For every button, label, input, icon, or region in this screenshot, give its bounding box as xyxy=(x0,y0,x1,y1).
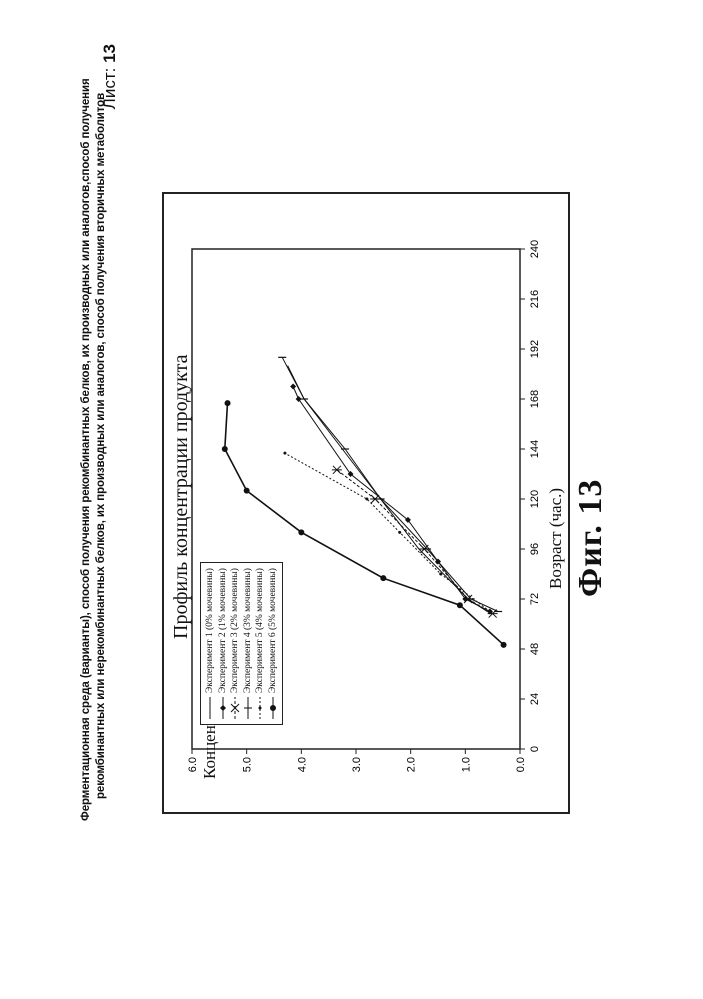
x-tick-label: 240 xyxy=(529,240,541,258)
series-3-point xyxy=(332,466,342,474)
legend-label-5: Эксперимент 5 (4% мочевины) xyxy=(255,568,265,693)
legend-entry-1: Эксперимент 1 (0% мочевины) xyxy=(204,568,217,719)
legend-label-3: Эксперимент 3 (2% мочевины) xyxy=(230,568,240,693)
legend-label-4: Эксперимент 4 (3% мочевины) xyxy=(243,568,253,693)
series-6-point xyxy=(380,575,386,581)
legend-swatch-5 xyxy=(255,697,265,719)
legend-label-1: Эксперимент 1 (0% мочевины) xyxy=(205,568,215,693)
x-tick-label: 48 xyxy=(529,643,541,655)
series-5-point xyxy=(365,498,368,501)
y-tick-label: 5.0 xyxy=(242,757,254,772)
figure-caption: Фиг. 13 xyxy=(572,479,610,597)
legend-swatch-4 xyxy=(243,697,253,719)
legend-entry-5: Эксперимент 5 (4% мочевины) xyxy=(254,568,267,719)
series-5-point xyxy=(398,531,401,534)
series-5-point xyxy=(283,452,286,455)
series-2-point xyxy=(290,384,296,390)
series-5-point xyxy=(488,610,491,613)
legend-entry-4: Эксперимент 4 (3% мочевины) xyxy=(242,568,255,719)
x-tick-label: 24 xyxy=(529,693,541,705)
series-6-point xyxy=(298,529,304,535)
chart-legend: Эксперимент 1 (0% мочевины)Эксперимент 2… xyxy=(200,562,283,725)
legend-entry-2: Эксперимент 2 (1% мочевины) xyxy=(217,568,230,719)
y-tick-label: 3.0 xyxy=(351,757,363,772)
series-6-point xyxy=(501,642,507,648)
y-tick-label: 6.0 xyxy=(187,757,199,772)
series-6-point xyxy=(244,488,250,494)
legend-swatch-3 xyxy=(230,697,240,719)
series-line-4 xyxy=(282,357,498,611)
x-tick-label: 96 xyxy=(529,543,541,555)
series-6-point xyxy=(457,602,463,608)
x-tick-label: 192 xyxy=(529,340,541,358)
series-line-2 xyxy=(293,387,490,612)
legend-label-2: Эксперимент 2 (1% мочевины) xyxy=(218,568,228,693)
x-tick-label: 120 xyxy=(529,490,541,508)
series-line-1 xyxy=(288,366,488,612)
legend-entry-6: Эксперимент 6 (5% мочевины) xyxy=(267,568,280,719)
x-tick-label: 216 xyxy=(529,290,541,308)
legend-label-6: Эксперимент 6 (5% мочевины) xyxy=(268,568,278,693)
legend-swatch-6 xyxy=(268,697,278,719)
series-6-point xyxy=(222,446,228,452)
y-tick-label: 1.0 xyxy=(460,757,472,772)
y-tick-label: 4.0 xyxy=(296,757,308,772)
series-6-point xyxy=(225,400,231,406)
legend-swatch-2 xyxy=(218,697,228,719)
legend-entry-3: Эксперимент 3 (2% мочевины) xyxy=(229,568,242,719)
y-tick-label: 0.0 xyxy=(515,757,527,772)
series-5-point xyxy=(439,573,442,576)
x-tick-label: 144 xyxy=(529,440,541,458)
series-line-3 xyxy=(337,470,493,614)
x-tick-label: 168 xyxy=(529,390,541,408)
x-tick-label: 0 xyxy=(529,746,541,752)
series-line-5 xyxy=(285,453,490,611)
y-tick-label: 2.0 xyxy=(406,757,418,772)
legend-swatch-1 xyxy=(205,697,215,719)
x-tick-label: 72 xyxy=(529,593,541,605)
